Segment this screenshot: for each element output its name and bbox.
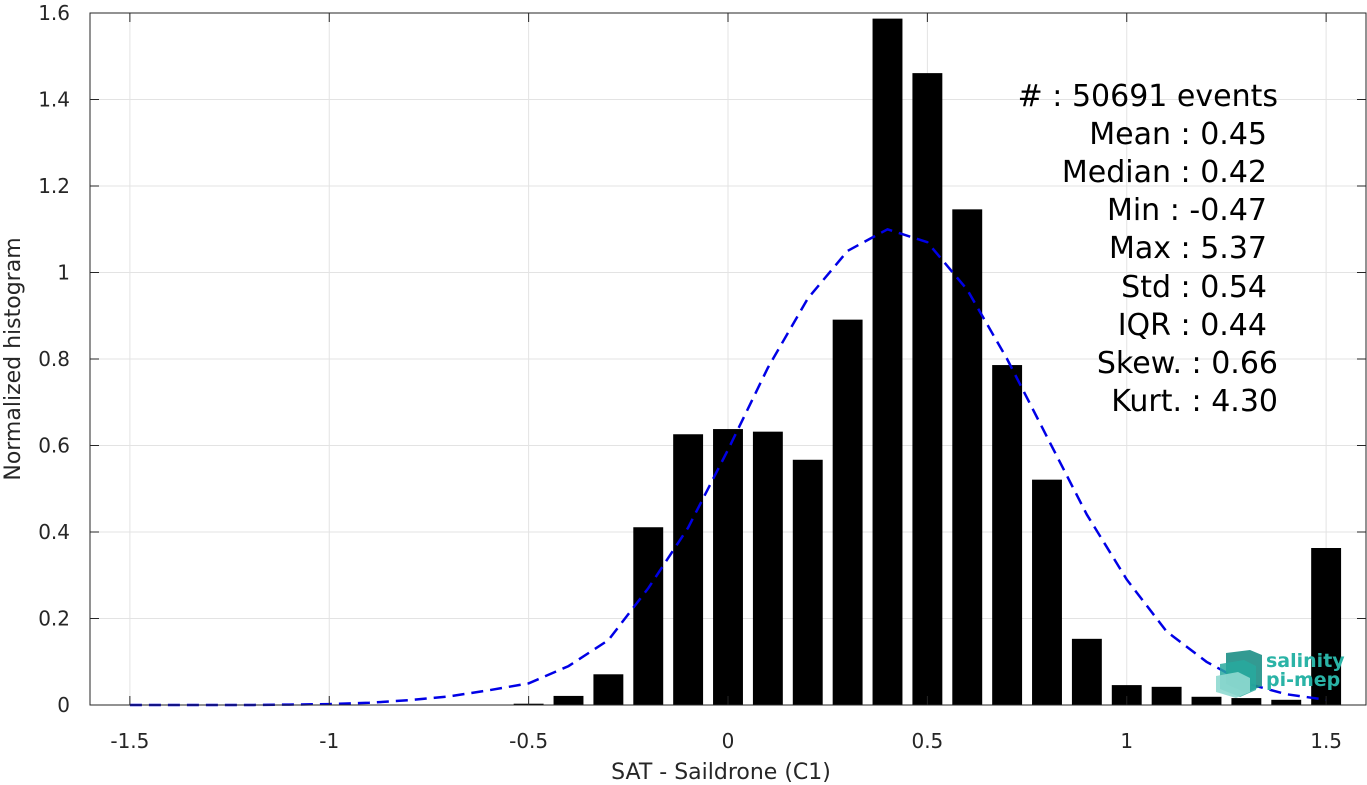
histogram-bar	[673, 434, 704, 705]
histogram-bar	[1271, 699, 1302, 705]
stat-count: # : 50691 events	[1018, 79, 1278, 114]
y-tick-label: 1.4	[38, 88, 70, 112]
y-tick-label: 0.2	[38, 607, 70, 631]
x-tick-label: -1.5	[110, 729, 149, 753]
histogram-bar	[952, 209, 983, 706]
stat-max: Max : 5.37	[1109, 231, 1267, 266]
stat-median: Median : 0.42	[1062, 155, 1267, 190]
y-tick-label: 1.6	[38, 1, 70, 25]
histogram-bar	[872, 18, 903, 706]
y-tick-label: 1	[57, 261, 70, 285]
histogram-bar	[1032, 479, 1062, 705]
y-axis-label: Normalized histogram	[1, 237, 26, 480]
histogram-bar	[1311, 548, 1342, 705]
logo-waves-icon	[1216, 650, 1262, 698]
histogram-bar	[593, 674, 624, 705]
logo-text-salinity: salinity	[1266, 650, 1345, 672]
histogram-bar	[1111, 685, 1142, 705]
stat-mean: Mean : 0.45	[1089, 117, 1267, 152]
salinity-pi-mep-logo: salinity pi-mep	[1216, 650, 1345, 698]
histogram-bar	[912, 73, 943, 706]
histogram-bar	[992, 365, 1023, 705]
histogram-bar	[1071, 638, 1102, 705]
y-axis-ticks: 0 0.2 0.4 0.6 0.8 1 1.2 1.4 1.6	[38, 1, 1366, 717]
histogram-bar	[553, 695, 584, 705]
stat-std: Std : 0.54	[1121, 270, 1267, 305]
histogram-bar	[832, 319, 863, 705]
histogram-bar	[792, 459, 823, 705]
y-tick-label: 1.2	[38, 174, 70, 198]
histogram-bar	[1151, 686, 1182, 705]
x-tick-label: 1.5	[1310, 729, 1342, 753]
y-tick-label: 0.4	[38, 520, 70, 544]
histogram-bar	[752, 431, 783, 705]
x-tick-label: -0.5	[509, 729, 548, 753]
histogram-bar	[1191, 696, 1222, 705]
x-axis-ticks: -1.5 -1 -0.5 0 0.5 1 1.5	[110, 13, 1342, 753]
x-tick-label: 0	[722, 729, 735, 753]
stat-iqr: IQR : 0.44	[1118, 308, 1267, 343]
x-tick-label: 1	[1120, 729, 1133, 753]
stat-min: Min : -0.47	[1107, 193, 1267, 228]
y-tick-label: 0.6	[38, 434, 70, 458]
x-axis-label: SAT - Saildrone (C1)	[611, 760, 831, 785]
y-tick-label: 0	[57, 693, 70, 717]
x-tick-label: -1	[319, 729, 339, 753]
stats-panel: # : 50691 events Mean : 0.45 Median : 0.…	[1018, 79, 1278, 419]
y-tick-label: 0.8	[38, 347, 70, 371]
x-tick-label: 0.5	[911, 729, 943, 753]
stat-skew: Skew. : 0.66	[1097, 346, 1278, 381]
logo-text-pimep: pi-mep	[1266, 669, 1340, 691]
histogram-bar	[1231, 698, 1262, 705]
histogram-bar	[633, 527, 664, 705]
bars-group	[513, 18, 1342, 706]
histogram-bar	[713, 429, 743, 705]
stat-kurt: Kurt. : 4.30	[1111, 384, 1278, 419]
